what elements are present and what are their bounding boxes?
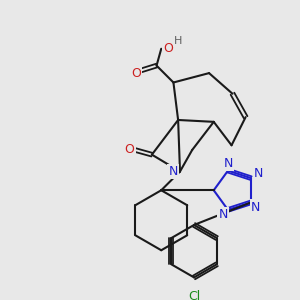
Text: N: N bbox=[254, 167, 263, 180]
Text: O: O bbox=[124, 143, 134, 157]
Text: N: N bbox=[223, 157, 233, 170]
Text: Cl: Cl bbox=[188, 290, 200, 300]
Text: H: H bbox=[174, 36, 182, 46]
Text: N: N bbox=[219, 208, 228, 221]
Text: O: O bbox=[131, 67, 141, 80]
Text: N: N bbox=[251, 201, 260, 214]
Text: O: O bbox=[163, 42, 173, 55]
Text: N: N bbox=[169, 165, 178, 178]
